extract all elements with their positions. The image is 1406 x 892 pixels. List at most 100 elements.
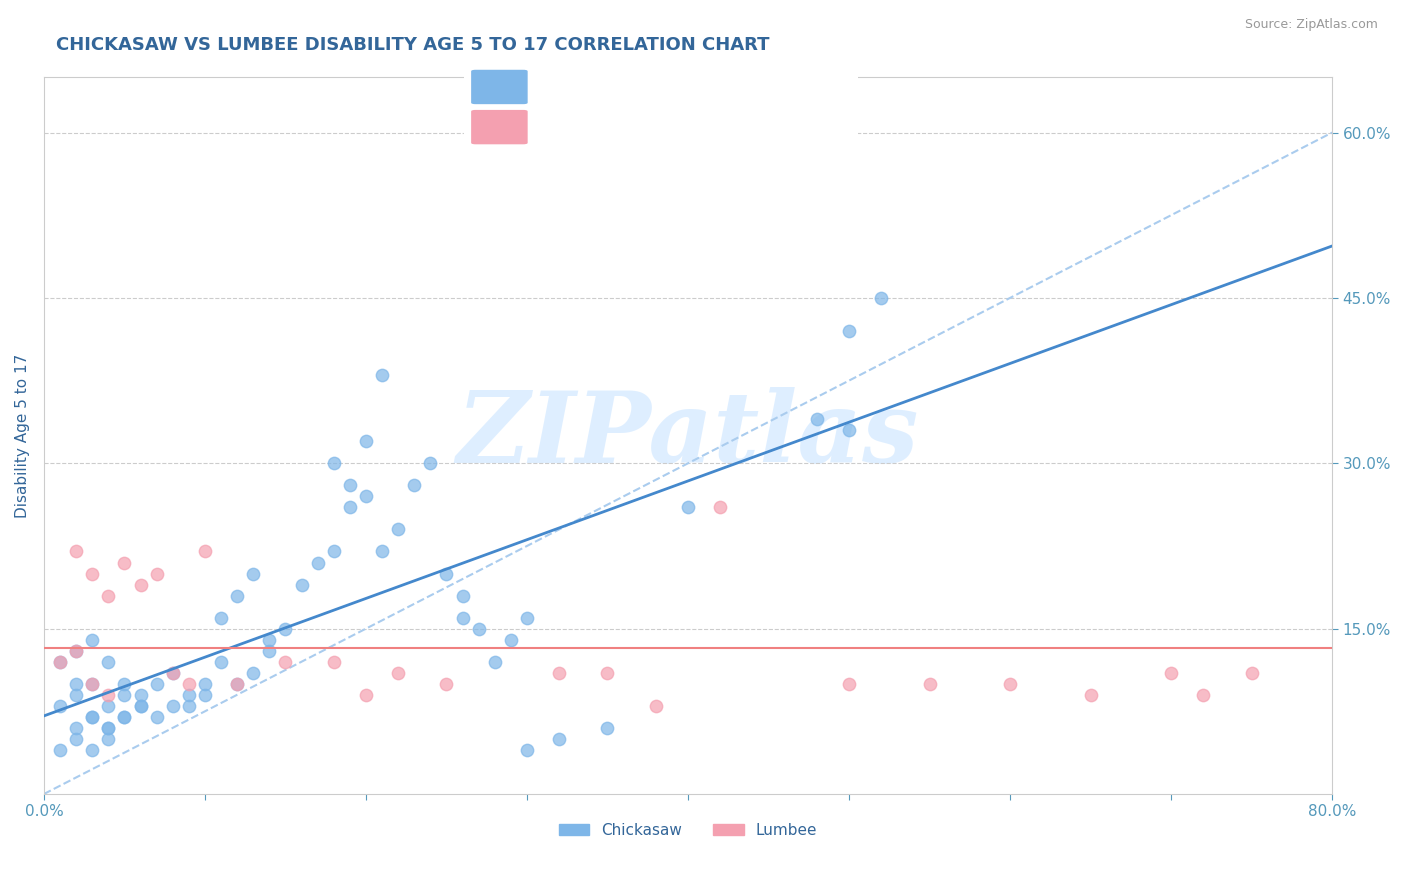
- Point: [404, 478, 426, 492]
- Point: [65, 643, 87, 657]
- Text: R =  0.546    N = 70: R = 0.546 N = 70: [534, 79, 689, 94]
- Point: [49, 698, 72, 713]
- Point: [65, 721, 87, 735]
- Point: [112, 710, 135, 724]
- Point: [194, 688, 217, 702]
- Point: [354, 434, 377, 449]
- Point: [65, 677, 87, 691]
- Point: [82, 710, 104, 724]
- Point: [112, 677, 135, 691]
- Point: [209, 655, 232, 669]
- Point: [371, 544, 394, 558]
- Point: [290, 577, 312, 591]
- Point: [806, 412, 828, 426]
- Point: [129, 698, 152, 713]
- Point: [129, 577, 152, 591]
- Point: [65, 731, 87, 746]
- Point: [516, 743, 538, 757]
- Point: [129, 688, 152, 702]
- Point: [65, 544, 87, 558]
- Point: [112, 556, 135, 570]
- Point: [242, 566, 264, 581]
- Point: [145, 566, 167, 581]
- Point: [451, 610, 474, 624]
- FancyBboxPatch shape: [472, 111, 527, 144]
- Point: [644, 698, 666, 713]
- Point: [226, 589, 249, 603]
- Point: [1080, 688, 1102, 702]
- Point: [82, 677, 104, 691]
- Point: [322, 544, 344, 558]
- Point: [436, 677, 458, 691]
- Point: [354, 688, 377, 702]
- Point: [354, 489, 377, 503]
- Point: [65, 643, 87, 657]
- Point: [112, 710, 135, 724]
- Point: [82, 632, 104, 647]
- Point: [65, 688, 87, 702]
- Point: [1160, 665, 1182, 680]
- Point: [548, 731, 571, 746]
- Point: [209, 610, 232, 624]
- Point: [194, 677, 217, 691]
- Point: [274, 655, 297, 669]
- Point: [274, 622, 297, 636]
- Point: [838, 677, 860, 691]
- Point: [259, 643, 281, 657]
- Point: [1240, 665, 1263, 680]
- Point: [97, 731, 120, 746]
- Point: [259, 632, 281, 647]
- Point: [97, 655, 120, 669]
- Point: [97, 721, 120, 735]
- Point: [676, 500, 699, 515]
- Point: [49, 655, 72, 669]
- Point: [226, 677, 249, 691]
- Point: [499, 632, 522, 647]
- Point: [162, 665, 184, 680]
- Point: [387, 665, 409, 680]
- Point: [49, 655, 72, 669]
- Point: [226, 677, 249, 691]
- Point: [177, 677, 200, 691]
- Legend: Chickasaw, Lumbee: Chickasaw, Lumbee: [553, 816, 824, 844]
- Point: [387, 523, 409, 537]
- Text: CHICKASAW VS LUMBEE DISABILITY AGE 5 TO 17 CORRELATION CHART: CHICKASAW VS LUMBEE DISABILITY AGE 5 TO …: [56, 36, 769, 54]
- FancyBboxPatch shape: [472, 70, 527, 103]
- Point: [162, 698, 184, 713]
- Point: [709, 500, 731, 515]
- Point: [419, 456, 441, 470]
- Point: [97, 721, 120, 735]
- Point: [97, 688, 120, 702]
- Text: Source: ZipAtlas.com: Source: ZipAtlas.com: [1244, 18, 1378, 31]
- Point: [838, 423, 860, 437]
- Point: [177, 698, 200, 713]
- Point: [548, 665, 571, 680]
- Point: [596, 721, 619, 735]
- Point: [82, 677, 104, 691]
- FancyBboxPatch shape: [456, 61, 866, 153]
- Point: [1192, 688, 1215, 702]
- Text: R =  0.000    N = 30: R = 0.000 N = 30: [534, 120, 689, 134]
- Point: [242, 665, 264, 680]
- Point: [870, 291, 893, 305]
- Point: [145, 677, 167, 691]
- Point: [82, 566, 104, 581]
- Point: [436, 566, 458, 581]
- Point: [194, 544, 217, 558]
- Point: [596, 665, 619, 680]
- Point: [322, 655, 344, 669]
- Point: [177, 688, 200, 702]
- Point: [451, 589, 474, 603]
- Point: [145, 710, 167, 724]
- Point: [516, 610, 538, 624]
- Point: [484, 655, 506, 669]
- Point: [97, 698, 120, 713]
- Point: [467, 622, 489, 636]
- Point: [97, 589, 120, 603]
- Point: [371, 368, 394, 383]
- Point: [998, 677, 1021, 691]
- Point: [918, 677, 941, 691]
- Point: [339, 478, 361, 492]
- Point: [129, 698, 152, 713]
- Point: [307, 556, 329, 570]
